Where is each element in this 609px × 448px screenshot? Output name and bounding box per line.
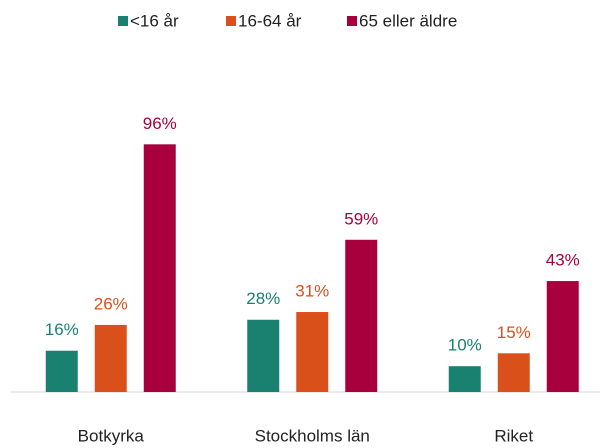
data-label: 26%	[94, 294, 128, 313]
legend-label: 16-64 år	[238, 11, 302, 30]
data-label: 59%	[344, 209, 378, 228]
data-label: 16%	[45, 320, 79, 339]
data-label: 31%	[295, 282, 329, 301]
bar	[546, 281, 579, 392]
data-label: 28%	[246, 289, 280, 308]
data-label: 96%	[143, 114, 177, 133]
legend-label: 65 eller äldre	[359, 11, 457, 30]
bar	[448, 366, 481, 392]
bar	[143, 144, 176, 392]
bar	[247, 319, 280, 392]
data-label: 10%	[448, 336, 482, 355]
legend-swatch	[226, 16, 236, 26]
legend-label: <16 år	[130, 11, 179, 30]
legend-swatch	[347, 16, 357, 26]
bar	[296, 312, 329, 392]
data-label: 15%	[497, 323, 531, 342]
x-tick-label: Botkyrka	[78, 426, 145, 445]
bar	[497, 353, 530, 392]
legend-swatch	[118, 16, 128, 26]
bar	[345, 239, 378, 392]
data-label: 43%	[546, 251, 580, 270]
x-tick-label: Riket	[494, 426, 533, 445]
bar	[45, 350, 78, 392]
x-tick-label: Stockholms län	[255, 426, 370, 445]
bar	[94, 324, 127, 392]
